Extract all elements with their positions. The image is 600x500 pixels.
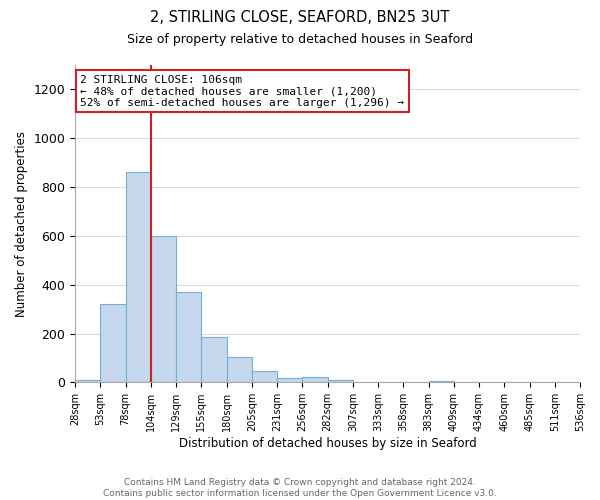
Text: 2, STIRLING CLOSE, SEAFORD, BN25 3UT: 2, STIRLING CLOSE, SEAFORD, BN25 3UT — [151, 10, 449, 25]
Text: Size of property relative to detached houses in Seaford: Size of property relative to detached ho… — [127, 32, 473, 46]
Y-axis label: Number of detached properties: Number of detached properties — [15, 130, 28, 316]
Bar — [227, 356, 252, 382]
Bar — [302, 378, 328, 382]
Bar — [428, 381, 454, 382]
X-axis label: Distribution of detached houses by size in Seaford: Distribution of detached houses by size … — [179, 437, 476, 450]
Bar — [125, 172, 151, 382]
Bar — [328, 380, 353, 382]
Bar — [75, 380, 100, 382]
Bar — [176, 292, 202, 382]
Bar — [202, 337, 227, 382]
Text: 2 STIRLING CLOSE: 106sqm
← 48% of detached houses are smaller (1,200)
52% of sem: 2 STIRLING CLOSE: 106sqm ← 48% of detach… — [80, 74, 404, 108]
Bar — [252, 372, 277, 382]
Bar — [151, 236, 176, 382]
Text: Contains HM Land Registry data © Crown copyright and database right 2024.
Contai: Contains HM Land Registry data © Crown c… — [103, 478, 497, 498]
Bar — [100, 304, 125, 382]
Bar — [277, 378, 302, 382]
